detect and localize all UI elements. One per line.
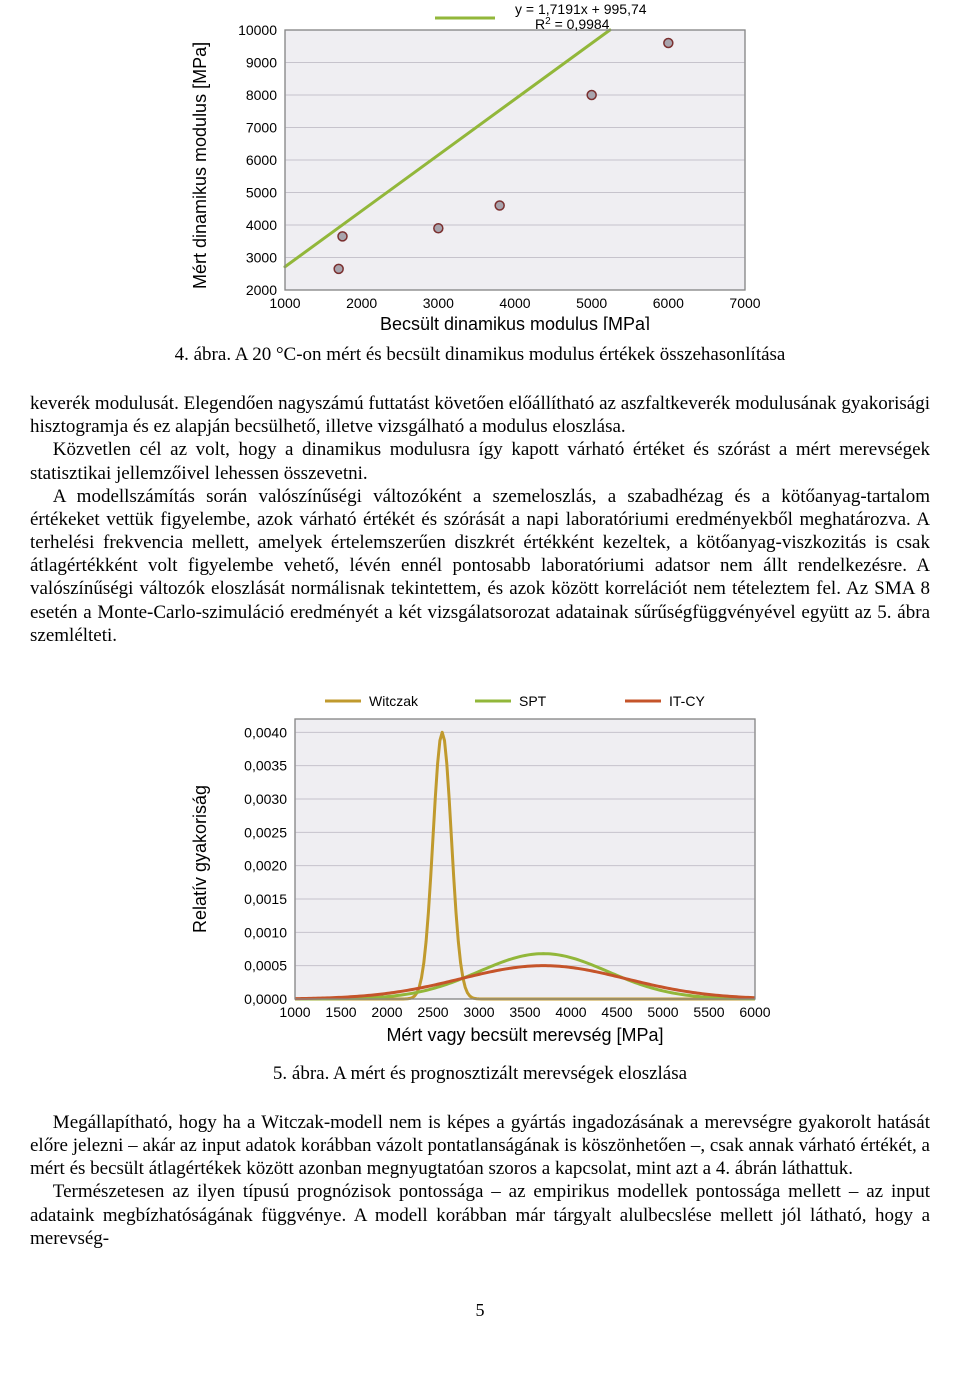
svg-text:3000: 3000 <box>422 295 453 311</box>
svg-text:2000: 2000 <box>371 1004 402 1020</box>
svg-text:10000: 10000 <box>238 22 277 38</box>
paragraph-3: A modellszámítás során valószínűségi vál… <box>30 485 930 647</box>
svg-text:0,0040: 0,0040 <box>244 724 287 740</box>
svg-text:0,0025: 0,0025 <box>244 824 287 840</box>
svg-text:4000: 4000 <box>245 217 276 233</box>
svg-text:0,0035: 0,0035 <box>244 758 287 774</box>
chart1-container: Mért dinamikus modulus [MPa] 2000 3000 400… <box>30 0 930 330</box>
page-number: 5 <box>30 1300 930 1321</box>
svg-text:4000: 4000 <box>499 295 530 311</box>
svg-text:5000: 5000 <box>576 295 607 311</box>
svg-text:SPT: SPT <box>519 693 547 709</box>
svg-text:0,0030: 0,0030 <box>244 791 287 807</box>
paragraph-2: Közvetlen cél az volt, hogy a dinamikus … <box>30 438 930 484</box>
svg-text:4500: 4500 <box>601 1004 632 1020</box>
paragraph-1: keverék modulusát. Elegendően nagyszámú … <box>30 392 930 438</box>
chart1-ylabel: Mért dinamikus modulus [MPa] <box>186 0 215 330</box>
svg-text:5000: 5000 <box>245 185 276 201</box>
chart2-container: Relatív gyakoriság 0,00000,00050,00100,0… <box>30 669 930 1049</box>
chart2-svg: 0,00000,00050,00100,00150,00200,00250,00… <box>215 669 775 1049</box>
body-text-block-1: keverék modulusát. Elegendően nagyszámú … <box>30 392 930 647</box>
svg-text:6000: 6000 <box>652 295 683 311</box>
svg-text:2000: 2000 <box>346 295 377 311</box>
svg-text:IT-CY: IT-CY <box>669 693 705 709</box>
chart2-ylabel: Relatív gyakoriság <box>186 669 215 1049</box>
chart1-svg: 2000 3000 4000 5000 6000 7000 8000 9000 10000 100… <box>215 0 775 330</box>
svg-text:Becsült dinamikus modulus [MPa: Becsült dinamikus modulus [MPa] <box>379 314 649 330</box>
svg-text:0,0015: 0,0015 <box>244 891 287 907</box>
svg-text:3000: 3000 <box>245 250 276 266</box>
svg-text:1000: 1000 <box>279 1004 310 1020</box>
svg-text:1500: 1500 <box>325 1004 356 1020</box>
svg-text:7000: 7000 <box>245 120 276 136</box>
chart1-outer: Mért dinamikus modulus [MPa] 2000 3000 400… <box>186 0 775 330</box>
svg-text:9000: 9000 <box>245 55 276 71</box>
paragraph-4: Megállapítható, hogy ha a Witczak-modell… <box>30 1111 930 1181</box>
svg-text:0,0005: 0,0005 <box>244 958 287 974</box>
svg-text:5000: 5000 <box>647 1004 678 1020</box>
svg-text:1000: 1000 <box>269 295 300 311</box>
svg-text:8000: 8000 <box>245 87 276 103</box>
svg-text:0,0010: 0,0010 <box>244 924 287 940</box>
svg-text:2500: 2500 <box>417 1004 448 1020</box>
svg-text:Witczak: Witczak <box>369 693 419 709</box>
body-text-block-2: Megállapítható, hogy ha a Witczak-modell… <box>30 1111 930 1250</box>
paragraph-5: Természetesen az ilyen típusú prognóziso… <box>30 1180 930 1250</box>
svg-text:3000: 3000 <box>463 1004 494 1020</box>
svg-text:6000: 6000 <box>739 1004 770 1020</box>
figure4-caption: 4. ábra. A 20 °C-on mért és becsült dina… <box>30 344 930 366</box>
svg-text:0,0020: 0,0020 <box>244 858 287 874</box>
svg-text:7000: 7000 <box>729 295 760 311</box>
svg-text:3500: 3500 <box>509 1004 540 1020</box>
svg-text:4000: 4000 <box>555 1004 586 1020</box>
svg-text:5500: 5500 <box>693 1004 724 1020</box>
svg-text:Mért vagy becsült merevség [MP: Mért vagy becsült merevség [MPa] <box>386 1025 663 1045</box>
chart2-outer: Relatív gyakoriság 0,00000,00050,00100,0… <box>186 669 775 1049</box>
svg-text:y = 1,7191x + 995,74: y = 1,7191x + 995,74 <box>515 1 647 17</box>
figure5-caption: 5. ábra. A mért és prognosztizált merevs… <box>30 1063 930 1085</box>
svg-text:6000: 6000 <box>245 152 276 168</box>
page: Mért dinamikus modulus [MPa] 2000 3000 400… <box>0 0 960 1351</box>
